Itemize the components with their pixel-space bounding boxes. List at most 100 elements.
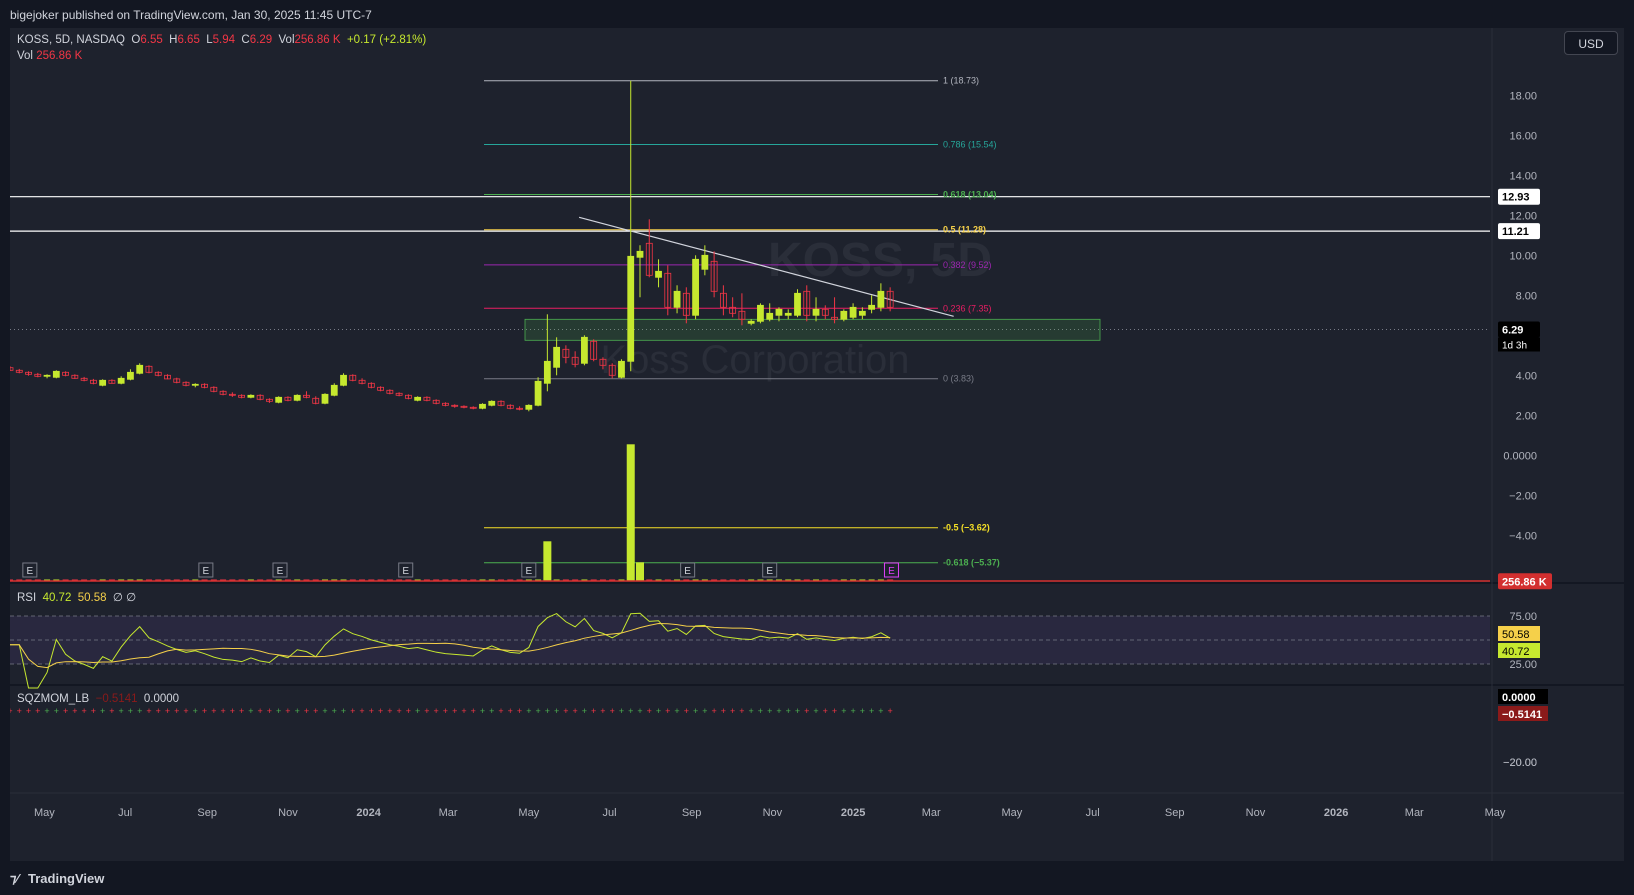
candle-body bbox=[673, 290, 681, 308]
time-axis-tick: Nov bbox=[1246, 807, 1266, 819]
sqzmom-axis-tick: −20.00 bbox=[1503, 757, 1537, 769]
candle-body bbox=[117, 377, 125, 384]
fib-level-label: -0.5 (−3.62) bbox=[943, 523, 990, 533]
sqzmom-dot: + bbox=[285, 706, 290, 716]
candle-body bbox=[266, 398, 273, 402]
price-axis-label: 256.86 K bbox=[1502, 576, 1547, 588]
time-axis-tick: Sep bbox=[1165, 807, 1185, 819]
rsi-value-label-bg bbox=[1498, 626, 1540, 641]
earnings-marker-label: E bbox=[203, 566, 210, 577]
candle-body bbox=[886, 290, 894, 308]
candle-body bbox=[636, 250, 644, 258]
time-axis-tick: 2025 bbox=[841, 807, 865, 819]
sqzmom-dot: + bbox=[100, 706, 105, 716]
price-axis-label-bg bbox=[1498, 188, 1540, 205]
candle-body bbox=[488, 400, 496, 406]
sqzmom-dot: + bbox=[573, 706, 578, 716]
candle-body bbox=[423, 396, 431, 401]
sqzmom-dot: + bbox=[600, 706, 605, 716]
time-axis-tick: Sep bbox=[197, 807, 217, 819]
candle-body bbox=[404, 394, 412, 399]
candle-body bbox=[52, 370, 60, 378]
sqzmom-dot: + bbox=[647, 706, 652, 716]
sqzmom-dot: + bbox=[554, 706, 559, 716]
sqzmom-dot: + bbox=[396, 706, 401, 716]
price-axis-tick: −2.00 bbox=[1509, 490, 1537, 502]
candle-body bbox=[80, 377, 88, 381]
sqzmom-dot: + bbox=[739, 706, 744, 716]
earnings-marker-label: E bbox=[27, 566, 34, 577]
sqzmom-dot: + bbox=[313, 706, 318, 716]
candle-body bbox=[34, 373, 42, 377]
earnings-marker-label: E bbox=[888, 566, 895, 577]
sqzmom-dot: + bbox=[211, 706, 216, 716]
currency-button[interactable]: USD bbox=[1564, 31, 1618, 55]
candle-body bbox=[201, 383, 208, 388]
earnings-marker-label: E bbox=[277, 566, 284, 577]
candle-body bbox=[154, 371, 162, 376]
rsi-axis-tick: 75.00 bbox=[1509, 611, 1537, 623]
sqzmom-dot: + bbox=[165, 706, 170, 716]
sqzmom-dot: + bbox=[850, 706, 855, 716]
change-value: +0.17 (+2.81%) bbox=[346, 34, 427, 46]
sqzmom-dot: + bbox=[415, 706, 420, 716]
candle-body bbox=[710, 260, 718, 292]
sqzmom-dot: + bbox=[767, 706, 772, 716]
sqzmom-value-label: −0.5141 bbox=[1502, 709, 1542, 721]
candle-body bbox=[136, 364, 144, 374]
candle-body bbox=[747, 320, 755, 324]
candle-body bbox=[831, 316, 838, 320]
candle-body bbox=[164, 374, 171, 380]
rsi-line bbox=[10, 612, 891, 689]
sqzmom-dot: + bbox=[674, 706, 679, 716]
candle-body bbox=[766, 312, 774, 320]
sqzmom-dot: + bbox=[637, 706, 642, 716]
sqzmom-dot: + bbox=[443, 706, 448, 716]
candle-body bbox=[803, 290, 811, 316]
rsi-extra: ∅ ∅ bbox=[112, 592, 137, 604]
sqzmom-dot: + bbox=[10, 706, 13, 716]
price-axis-tick: 12.00 bbox=[1509, 210, 1537, 222]
high-value: 6.65 bbox=[177, 34, 200, 46]
sqzmom-dot: + bbox=[434, 706, 439, 716]
earnings-marker-label: E bbox=[402, 566, 409, 577]
candle-body bbox=[127, 371, 134, 380]
sqzmom-dot: + bbox=[711, 706, 716, 716]
price-axis-tick: −20.00 bbox=[1503, 757, 1537, 769]
sqzmom-dot: + bbox=[860, 706, 865, 716]
candle-body bbox=[469, 406, 477, 409]
sqzmom-dot: + bbox=[517, 706, 522, 716]
time-axis-tick: Sep bbox=[682, 807, 702, 819]
sqzmom-dot: + bbox=[869, 706, 874, 716]
candle-body bbox=[627, 255, 635, 362]
sqzmom-dot: + bbox=[813, 706, 818, 716]
symbol-name: KOSS, 5D, NASDAQ bbox=[17, 34, 126, 46]
sqzmom-dot: + bbox=[461, 706, 466, 716]
sqzmom-dot: + bbox=[332, 706, 337, 716]
sqzmom-dot: + bbox=[776, 706, 781, 716]
fib-level-label: 0.5 (11.28) bbox=[943, 225, 986, 235]
candle-body bbox=[247, 394, 255, 398]
candle-body bbox=[303, 394, 310, 398]
sqzmom-dot: + bbox=[535, 706, 540, 716]
sqzmom-dot: + bbox=[258, 706, 263, 716]
price-axis-label: 12.93 bbox=[1502, 192, 1530, 204]
watermark-name: Koss Corporation bbox=[600, 338, 909, 382]
earnings-marker bbox=[272, 562, 288, 578]
price-axis-label-bg bbox=[1498, 321, 1540, 338]
candle-body bbox=[25, 371, 32, 375]
close-value: 6.29 bbox=[249, 34, 273, 46]
tradingview-logo: ⁊⁄ TradingView bbox=[10, 871, 104, 887]
open-label: O bbox=[131, 34, 141, 46]
chart-area[interactable]: KOSS, 5D Koss Corporation 1 (18.73) 0.786 (… bbox=[10, 28, 1624, 861]
vol-value: 256.86 K bbox=[294, 34, 341, 46]
price-axis-tick: −4.00 bbox=[1509, 530, 1537, 542]
price-axis-tick: 4.00 bbox=[1516, 370, 1537, 382]
candle-body bbox=[849, 306, 857, 318]
fib-level-label: 0.382 (9.52) bbox=[943, 260, 992, 270]
sqzmom-dot: + bbox=[591, 706, 596, 716]
candle-body bbox=[497, 400, 505, 406]
sqzmom-dot: + bbox=[656, 706, 661, 716]
candle-body bbox=[599, 358, 607, 366]
price-chart-svg[interactable]: KOSS, 5D Koss Corporation 1 (18.73) 0.786 (… bbox=[10, 28, 1624, 861]
